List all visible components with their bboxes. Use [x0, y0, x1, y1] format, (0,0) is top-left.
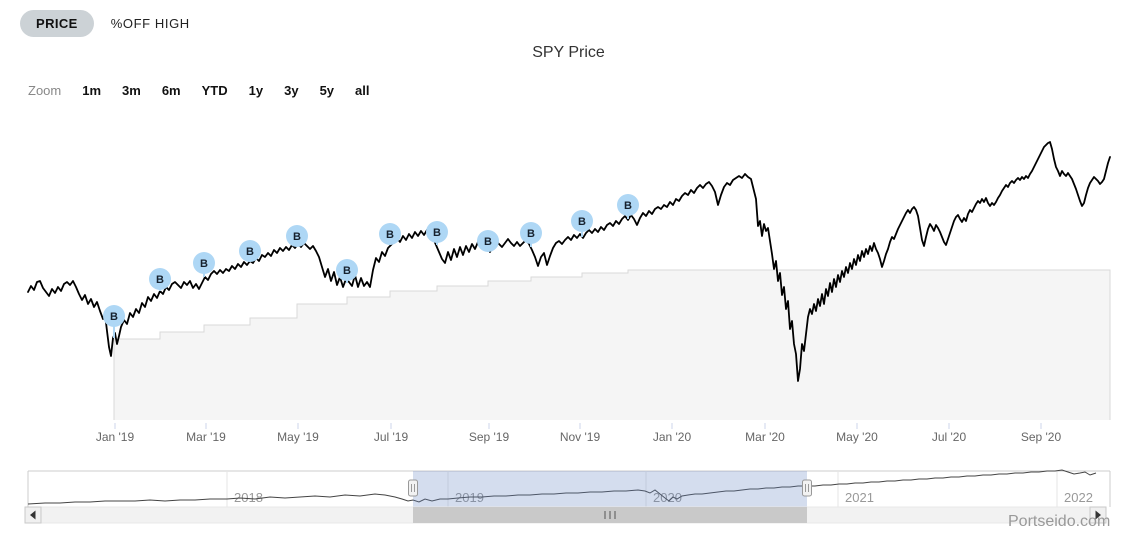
- buy-marker[interactable]: B: [336, 259, 358, 283]
- zoom-option-all[interactable]: all: [355, 83, 370, 98]
- buy-marker-circle[interactable]: [336, 259, 358, 281]
- buy-marker-label: B: [433, 227, 441, 239]
- scrollbar-right-button[interactable]: [1089, 506, 1107, 524]
- buy-marker[interactable]: B: [103, 305, 125, 338]
- buy-marker-label: B: [624, 200, 632, 212]
- x-axis-label: Jan '19: [96, 430, 135, 444]
- view-toggle: PRICE %OFF HIGH: [20, 10, 190, 37]
- navigator-year-label: 2022: [1064, 490, 1093, 505]
- x-axis-label: Jul '19: [374, 430, 409, 444]
- navigator-selection[interactable]: [413, 471, 807, 507]
- buy-marker-label: B: [386, 229, 394, 241]
- x-axis-label: May '20: [836, 430, 878, 444]
- zoom-option-3m[interactable]: 3m: [122, 83, 141, 98]
- zoom-option-1y[interactable]: 1y: [248, 83, 264, 98]
- buy-marker-circle[interactable]: [149, 268, 171, 290]
- buy-marker-label: B: [293, 231, 301, 243]
- buy-marker[interactable]: B: [193, 252, 215, 277]
- zoom-option-5y[interactable]: 5y: [319, 83, 335, 98]
- price-toggle-button[interactable]: PRICE: [20, 10, 94, 37]
- x-axis-label: Jan '20: [653, 430, 692, 444]
- zoom-option-1m[interactable]: 1m: [82, 83, 102, 98]
- buy-marker-label: B: [246, 246, 254, 258]
- buy-marker-circle[interactable]: [103, 305, 125, 327]
- buy-marker-circle[interactable]: [193, 252, 215, 274]
- buy-marker[interactable]: B: [617, 194, 639, 219]
- buy-marker[interactable]: B: [571, 210, 593, 237]
- buy-marker[interactable]: B: [426, 221, 448, 245]
- scroll-left-icon: [30, 510, 36, 520]
- buy-marker[interactable]: B: [149, 268, 171, 291]
- scroll-right-icon: [1095, 510, 1101, 520]
- zoom-option-ytd[interactable]: YTD: [201, 83, 228, 98]
- buy-marker[interactable]: B: [239, 240, 261, 262]
- buy-marker-circle[interactable]: [286, 225, 308, 247]
- buy-marker-label: B: [200, 258, 208, 270]
- buy-marker[interactable]: B: [379, 223, 401, 245]
- zoom-option-3y[interactable]: 3y: [284, 83, 299, 98]
- buy-marker-circle[interactable]: [617, 194, 639, 216]
- zoom-label: Zoom: [28, 83, 62, 98]
- navigator-left-handle[interactable]: [408, 479, 418, 497]
- zoom-option-6m[interactable]: 6m: [161, 83, 181, 98]
- buy-marker-circle[interactable]: [379, 223, 401, 245]
- scrollbar-left-button[interactable]: [24, 506, 42, 524]
- buy-marker[interactable]: B: [520, 222, 542, 247]
- invested-area-border: [113, 269, 1111, 420]
- x-axis-label: Nov '19: [560, 430, 601, 444]
- buy-marker[interactable]: B: [477, 230, 499, 252]
- x-axis-label: Jul '20: [932, 430, 967, 444]
- x-axis-label: Sep '20: [1021, 430, 1062, 444]
- off-high-toggle-button[interactable]: %OFF HIGH: [110, 16, 190, 31]
- buy-marker-circle[interactable]: [426, 221, 448, 243]
- buy-marker-label: B: [484, 236, 492, 248]
- buy-marker-circle[interactable]: [477, 230, 499, 252]
- x-axis-label: Sep '19: [469, 430, 510, 444]
- x-axis-label: Mar '20: [745, 430, 785, 444]
- zoom-option-list: 1m 3m 6m YTD 1y 3y 5y all: [82, 83, 369, 98]
- navigator-year-label: 2018: [234, 490, 263, 505]
- buy-marker-label: B: [343, 265, 351, 277]
- buy-marker[interactable]: B: [286, 225, 308, 247]
- invested-area: [114, 270, 1110, 420]
- x-axis-label: May '19: [277, 430, 319, 444]
- navigator-series-line: [27, 469, 1097, 505]
- chart-title: SPY Price: [532, 44, 605, 61]
- x-axis-label: Mar '19: [186, 430, 226, 444]
- buy-marker-circle[interactable]: [571, 210, 593, 232]
- navigator-right-handle[interactable]: [802, 479, 812, 497]
- buy-marker-label: B: [110, 311, 118, 323]
- buy-marker-label: B: [156, 274, 164, 286]
- price-line-series: [27, 141, 1111, 382]
- watermark-link[interactable]: Portseido.com: [1008, 513, 1111, 530]
- buy-marker-label: B: [527, 228, 535, 240]
- navigator-year-label: 2021: [845, 490, 874, 505]
- zoom-controls: Zoom 1m 3m 6m YTD 1y 3y 5y all: [28, 83, 370, 98]
- buy-marker-label: B: [578, 216, 586, 228]
- buy-marker-circle[interactable]: [520, 222, 542, 244]
- buy-marker-circle[interactable]: [239, 240, 261, 262]
